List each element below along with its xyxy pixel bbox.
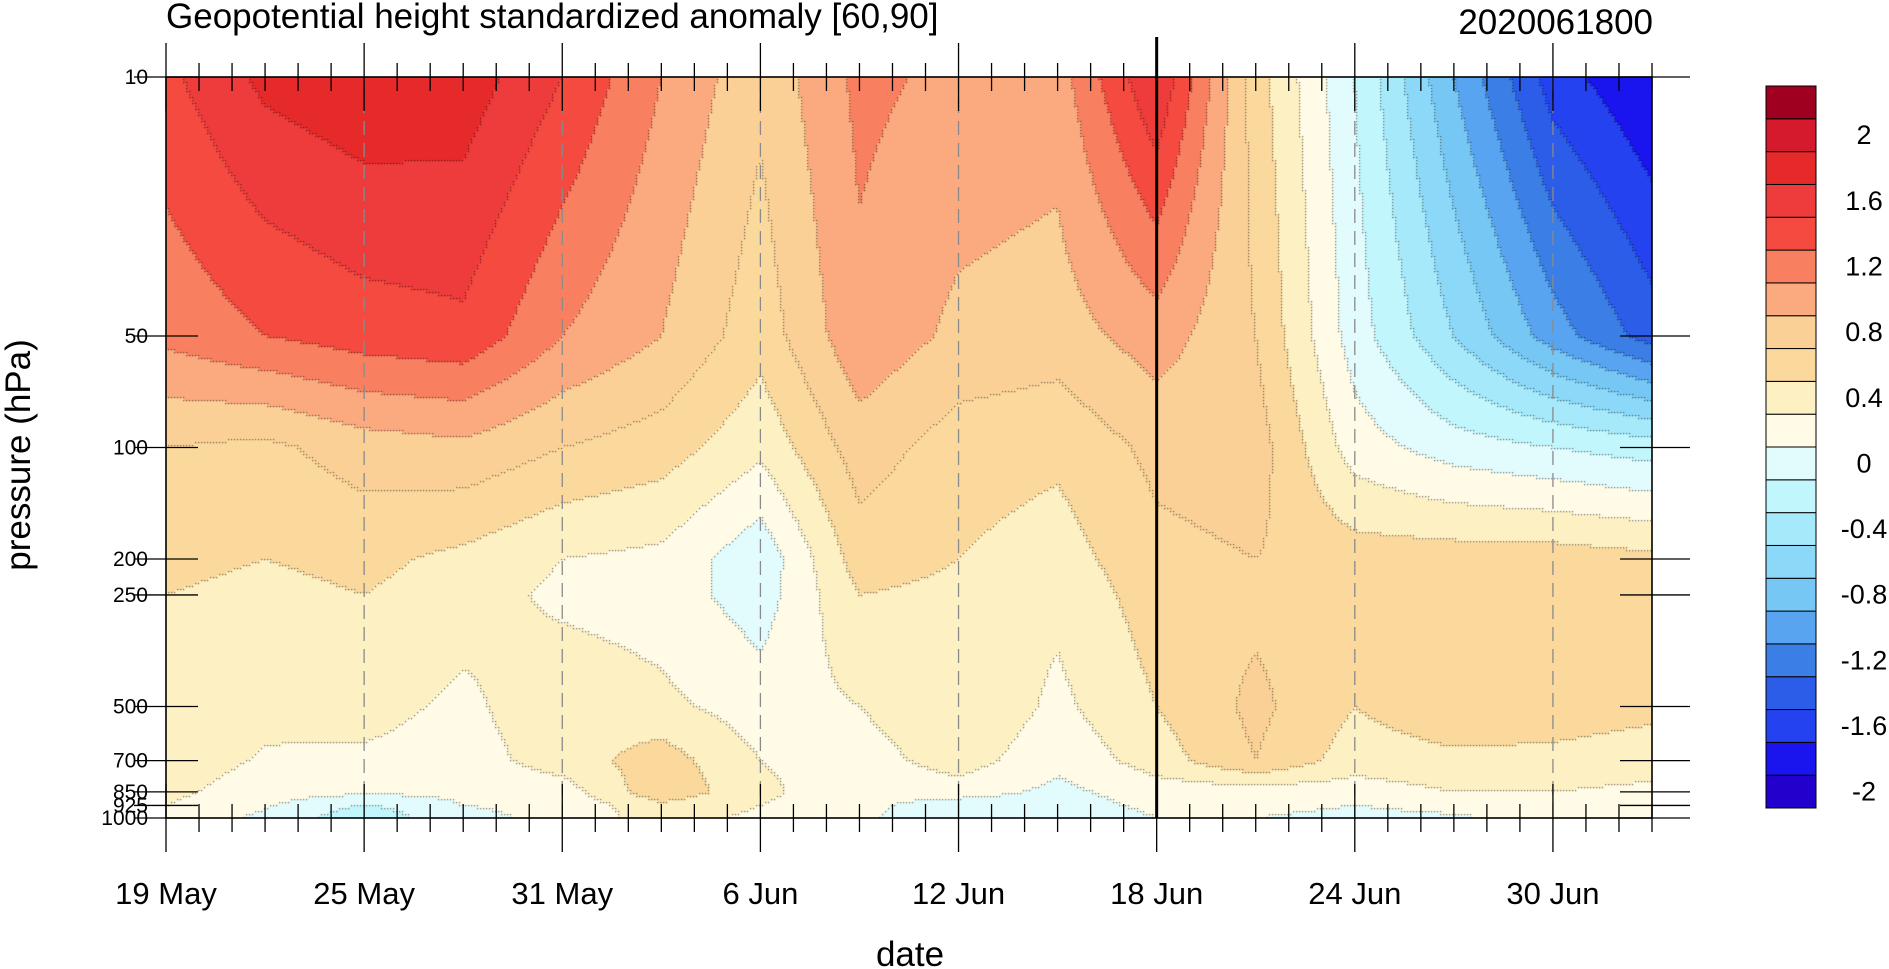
colorbar-swatch [1765, 577, 1817, 612]
y-tick-label: 700 [113, 750, 148, 773]
colorbar-swatch [1765, 774, 1817, 809]
contour-image [166, 77, 1652, 818]
x-axis-title: date [876, 935, 944, 969]
colorbar: 2 1.6 1.2 0.8 0.4 0 -0.4 -0.8 -1.2 -1.6 -2 [1765, 85, 1888, 809]
y-tick-label: 50 [125, 325, 148, 348]
x-tick-label: 6 Jun [722, 876, 798, 911]
colorbar-swatch [1765, 151, 1817, 185]
colorbar-swatch [1765, 216, 1817, 251]
x-tick-label: 12 Jun [912, 876, 1005, 911]
y-axis-title: pressure (hPa) [0, 339, 38, 570]
colorbar-swatch [1765, 544, 1817, 579]
y-tick-label: 500 [113, 695, 148, 718]
colorbar-swatch [1765, 709, 1817, 743]
x-tick-label: 31 May [511, 876, 613, 911]
colorbar-swatch [1765, 315, 1817, 350]
y-tick-label: 200 [113, 548, 148, 571]
colorbar-label: 2 [1856, 120, 1871, 150]
colorbar-swatch [1765, 479, 1817, 514]
colorbar-swatch [1765, 446, 1817, 481]
colorbar-label: 1.6 [1845, 186, 1883, 216]
y-tick-label: 100 [113, 437, 148, 460]
colorbar-swatch [1765, 183, 1817, 218]
colorbar-label: -1.2 [1841, 645, 1888, 675]
colorbar-swatch [1765, 413, 1817, 448]
colorbar-label: -2 [1852, 777, 1876, 807]
x-tick-label: 19 May [115, 876, 217, 911]
colorbar-swatch [1765, 676, 1817, 711]
x-tick-label: 24 Jun [1308, 876, 1401, 911]
colorbar-swatch [1765, 348, 1817, 382]
colorbar-label: 0 [1856, 448, 1871, 478]
x-tick-label: 25 May [313, 876, 415, 911]
contour-fill [166, 77, 1652, 818]
y-tick-label: 925 [113, 794, 148, 817]
colorbar-label: 0.8 [1845, 317, 1883, 347]
y-tick-label: 850 [113, 781, 148, 804]
chart-title: Geopotential height standardized anomaly… [166, 0, 938, 36]
chart-date-stamp: 2020061800 [1458, 3, 1653, 42]
y-tick-label: 10 [125, 66, 148, 89]
x-tick-label: 18 Jun [1110, 876, 1203, 911]
y-tick-label: 250 [113, 584, 148, 607]
colorbar-label: -0.4 [1841, 514, 1888, 544]
colorbar-swatch [1765, 249, 1817, 284]
y-tick-label: 1000 [101, 807, 148, 830]
colorbar-swatch [1765, 282, 1817, 317]
colorbar-label: -0.8 [1841, 580, 1888, 610]
x-tick-label: 30 Jun [1506, 876, 1599, 911]
colorbar-swatch [1765, 512, 1817, 546]
colorbar-swatch [1765, 643, 1817, 678]
colorbar-swatch [1765, 610, 1817, 645]
colorbar-swatch [1765, 380, 1817, 415]
colorbar-swatch [1765, 85, 1817, 120]
colorbar-label: 0.4 [1845, 383, 1883, 413]
colorbar-swatch [1765, 118, 1817, 153]
colorbar-label: 1.2 [1845, 252, 1883, 282]
colorbar-swatch [1765, 741, 1817, 776]
x-axis: 19 May 25 May 31 May 6 Jun 12 Jun 18 Jun 24 Ju… [115, 43, 1653, 911]
colorbar-label: -1.6 [1841, 711, 1888, 741]
